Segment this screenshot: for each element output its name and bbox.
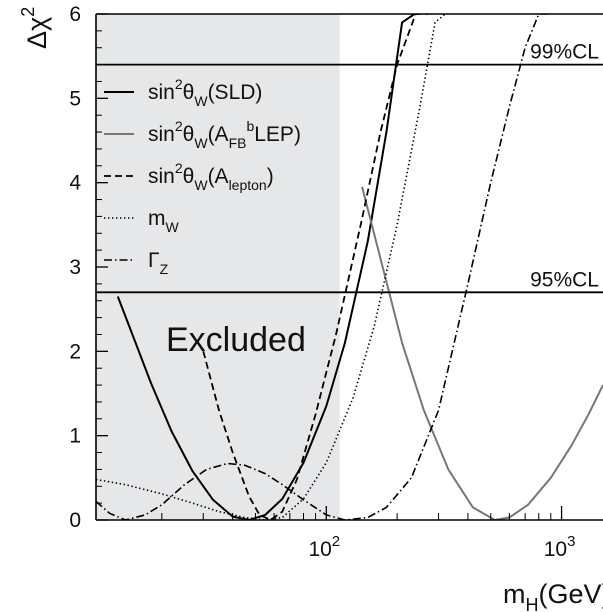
legend-label-5: ΓZ xyxy=(148,249,169,277)
series-layer xyxy=(96,14,603,520)
y-tick-label-1: 1 xyxy=(69,425,81,448)
y-tick-label-0: 0 xyxy=(69,509,81,532)
y-axis-label: Δχ2 xyxy=(18,7,52,49)
reference-lines: 99%CL 95%CL xyxy=(96,41,603,294)
series-curve-1 xyxy=(116,14,416,520)
y-tick-label-3: 3 xyxy=(69,256,81,279)
excluded-region xyxy=(96,14,340,520)
x-tick-label-1: 102 xyxy=(308,533,340,561)
y-tick-label-2: 2 xyxy=(69,340,81,363)
legend-label-4: mW xyxy=(148,207,180,235)
legend-label-3: sin2θW(Alepton) xyxy=(148,160,274,193)
x-axis-label: mH(GeV) xyxy=(503,579,603,612)
y-tick-label-4: 4 xyxy=(69,172,81,195)
legend: sin2θW(SLD) sin2θW(AFBbLEP) sin2θW(Alepton… xyxy=(104,76,301,277)
legend-label-1: sin2θW(SLD) xyxy=(148,76,262,109)
y-tick-label-6: 6 xyxy=(69,3,81,26)
series-curve-2 xyxy=(361,186,603,520)
series-curve-3 xyxy=(202,14,428,520)
series-curve-5 xyxy=(96,14,551,520)
reference-line-label-2: 95%CL xyxy=(530,268,599,291)
y-tick-label-5: 5 xyxy=(69,87,81,110)
legend-label-2: sin2θW(AFBbLEP) xyxy=(148,118,301,151)
reference-line-label-1: 99%CL xyxy=(530,41,599,64)
x-tick-label-2: 103 xyxy=(544,533,576,561)
axes: 0 1 2 3 4 5 6 102 103 xyxy=(69,3,575,561)
excluded-label: Excluded xyxy=(166,321,306,359)
